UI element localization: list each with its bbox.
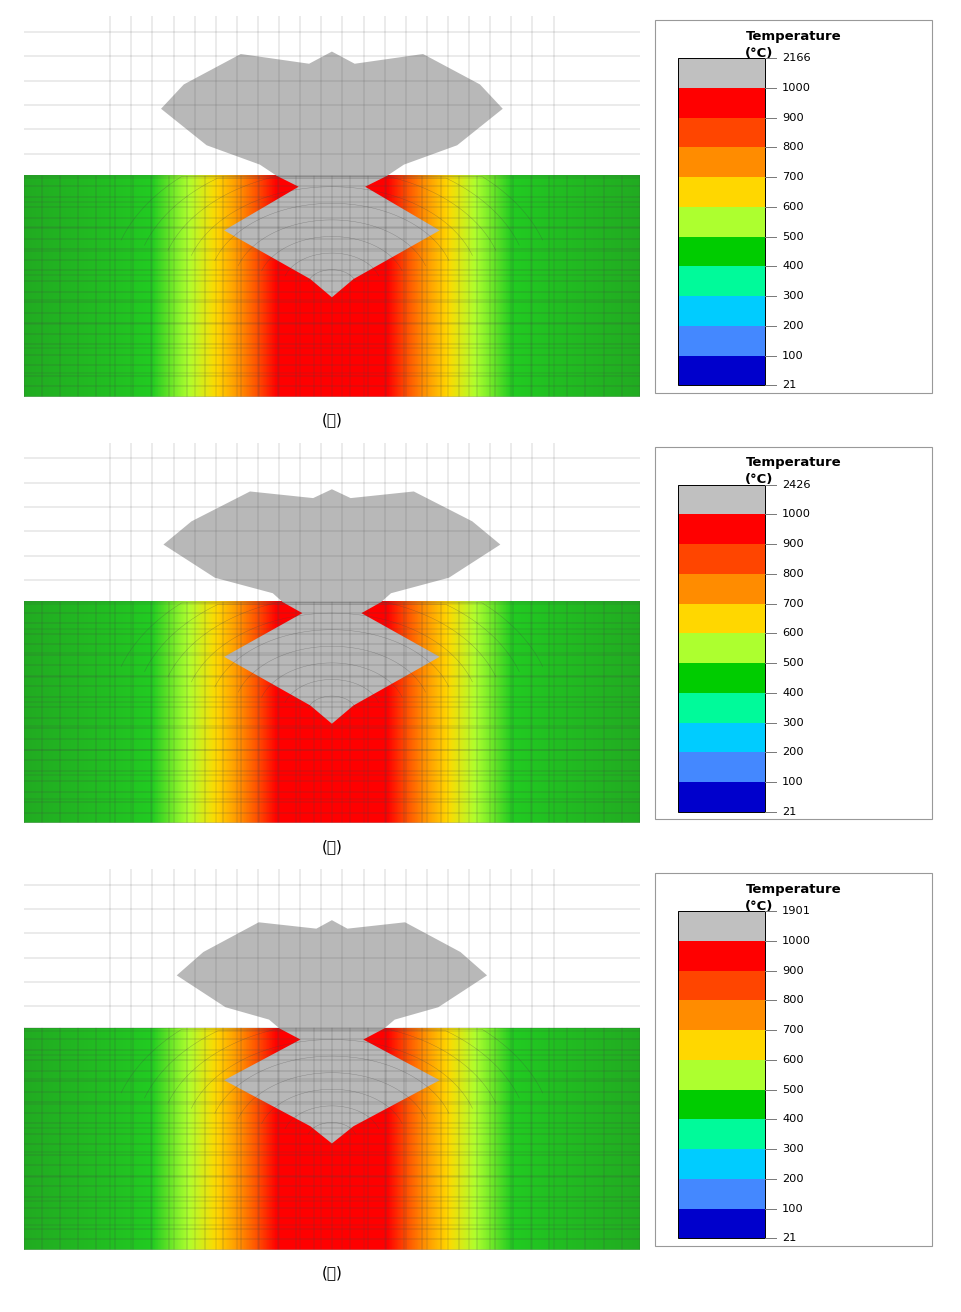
Bar — [678, 297, 764, 325]
Bar — [678, 573, 764, 604]
Bar — [678, 1178, 764, 1208]
Bar — [678, 1060, 764, 1089]
Text: 400: 400 — [781, 261, 802, 272]
Bar — [678, 118, 764, 147]
Text: (ㄷ): (ㄷ) — [321, 1265, 342, 1281]
Text: 21: 21 — [781, 807, 796, 817]
Bar — [678, 484, 764, 514]
Bar — [678, 634, 764, 663]
Bar — [678, 356, 764, 386]
Text: 600: 600 — [781, 1055, 802, 1065]
Bar — [678, 1000, 764, 1030]
Text: Temperature: Temperature — [745, 883, 841, 896]
Text: 700: 700 — [781, 172, 803, 182]
Text: 900: 900 — [781, 113, 803, 123]
Polygon shape — [163, 489, 500, 724]
Bar — [678, 177, 764, 207]
Bar — [678, 147, 764, 177]
Bar — [678, 1089, 764, 1119]
Bar — [678, 88, 764, 118]
Text: (ㄱ): (ㄱ) — [321, 412, 342, 428]
Text: 800: 800 — [781, 143, 803, 152]
Text: 300: 300 — [781, 1144, 803, 1155]
Bar — [678, 58, 764, 386]
Text: 200: 200 — [781, 1174, 802, 1183]
Bar — [678, 941, 764, 971]
Bar — [678, 782, 764, 812]
Text: 100: 100 — [781, 777, 803, 787]
Text: 2166: 2166 — [781, 54, 810, 63]
Bar — [678, 663, 764, 693]
Bar — [678, 971, 764, 1000]
Text: (ㄴ): (ㄴ) — [321, 838, 342, 854]
Text: 500: 500 — [781, 1085, 803, 1094]
Text: 1901: 1901 — [781, 907, 810, 916]
Bar — [678, 1119, 764, 1149]
Bar — [678, 266, 764, 297]
Text: 200: 200 — [781, 321, 802, 331]
Text: 700: 700 — [781, 598, 803, 609]
Bar — [678, 723, 764, 752]
Text: 900: 900 — [781, 966, 803, 976]
Text: 300: 300 — [781, 291, 803, 302]
Polygon shape — [177, 920, 486, 1144]
Bar — [678, 1208, 764, 1239]
Text: 21: 21 — [781, 1233, 796, 1244]
Text: 1000: 1000 — [781, 935, 810, 946]
Text: Temperature: Temperature — [745, 457, 841, 470]
Text: 500: 500 — [781, 659, 803, 668]
Bar — [678, 604, 764, 634]
Bar — [678, 1030, 764, 1060]
Bar — [678, 911, 764, 1239]
Bar — [678, 911, 764, 941]
Bar — [678, 514, 764, 544]
Text: 300: 300 — [781, 718, 803, 728]
Bar — [678, 693, 764, 723]
Text: 800: 800 — [781, 996, 803, 1005]
Text: 2426: 2426 — [781, 480, 810, 489]
Text: 500: 500 — [781, 232, 803, 241]
Text: (°C): (°C) — [744, 900, 773, 913]
Text: 700: 700 — [781, 1025, 803, 1035]
Text: 400: 400 — [781, 687, 802, 698]
Text: 600: 600 — [781, 202, 802, 213]
Text: 600: 600 — [781, 628, 802, 639]
Polygon shape — [160, 51, 503, 298]
Bar — [678, 207, 764, 236]
Text: 100: 100 — [781, 350, 803, 361]
Text: 1000: 1000 — [781, 83, 810, 93]
Text: 21: 21 — [781, 380, 796, 391]
Text: 800: 800 — [781, 569, 803, 579]
Text: 200: 200 — [781, 748, 802, 757]
Bar — [678, 325, 764, 356]
Bar — [678, 484, 764, 812]
Text: 400: 400 — [781, 1114, 802, 1124]
Text: (°C): (°C) — [744, 474, 773, 487]
Text: (°C): (°C) — [744, 47, 773, 60]
Text: Temperature: Temperature — [745, 30, 841, 43]
Text: 100: 100 — [781, 1203, 803, 1214]
Bar — [678, 1149, 764, 1178]
Text: 1000: 1000 — [781, 509, 810, 520]
Bar — [678, 236, 764, 266]
Bar — [678, 58, 764, 88]
Bar — [678, 544, 764, 573]
Text: 900: 900 — [781, 539, 803, 550]
Bar — [678, 752, 764, 782]
